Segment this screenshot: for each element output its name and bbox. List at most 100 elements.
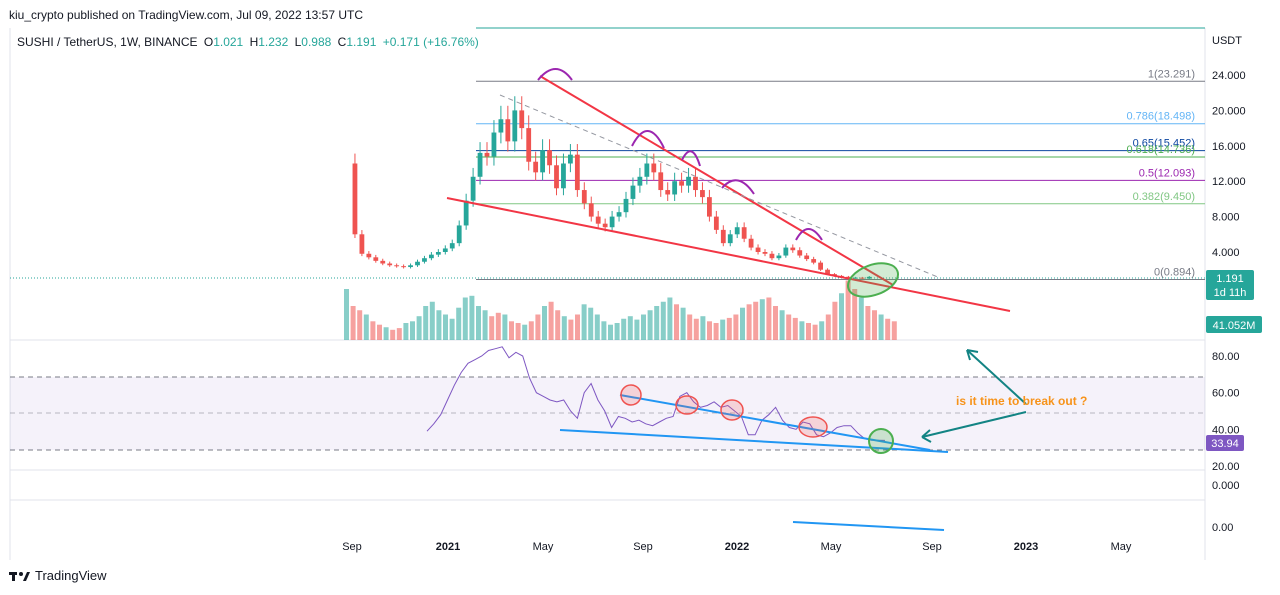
volume-bar xyxy=(344,289,349,340)
candle-body xyxy=(477,152,483,177)
legend-open-value: 1.021 xyxy=(213,35,244,49)
volume-bar xyxy=(713,323,719,340)
wedge-lower-trendline[interactable] xyxy=(446,197,1011,312)
price-tick-3: 12.000 xyxy=(1212,176,1246,188)
volume-bar xyxy=(674,304,679,340)
candle-body xyxy=(588,203,594,217)
candle-body xyxy=(616,212,622,217)
volume-bars xyxy=(344,280,897,340)
price-tick-1: 20.000 xyxy=(1212,105,1246,117)
tradingview-footer[interactable]: TradingView xyxy=(9,568,107,583)
arc-4 xyxy=(721,179,755,195)
rsi-lower-trendline[interactable] xyxy=(559,429,949,453)
candle-body xyxy=(408,265,413,268)
volume-bar xyxy=(396,328,402,340)
candle-body xyxy=(463,200,469,226)
candle-body xyxy=(498,119,504,133)
time-tick-8: May xyxy=(1111,541,1132,553)
legend-low-value: 0.988 xyxy=(301,35,332,49)
volume-bar xyxy=(383,327,389,340)
volume-bar xyxy=(707,321,712,340)
arc-1 xyxy=(537,68,573,81)
price-tick-4: 8.000 xyxy=(1212,212,1240,224)
candle-body xyxy=(707,197,712,217)
volume-bar xyxy=(515,323,521,340)
candle-body xyxy=(352,163,358,235)
volume-bar xyxy=(647,310,653,340)
arrow-up-line xyxy=(966,349,1027,405)
wedge-upper-trendline[interactable] xyxy=(539,75,894,286)
symbol-legend[interactable]: SUSHI / TetherUS, 1W, BINANCE O1.021 H1.… xyxy=(17,35,482,49)
candle-body xyxy=(741,227,747,239)
legend-high-key: H xyxy=(249,35,259,49)
candle-body xyxy=(637,176,643,186)
candle-body xyxy=(554,165,559,189)
price-tick-5: 4.000 xyxy=(1212,247,1240,259)
price-axis-unit: USDT xyxy=(1212,35,1242,47)
rsi-value-label: 33.94 xyxy=(1211,438,1239,450)
breakout-ellipse-price[interactable] xyxy=(843,257,902,303)
volume-bar xyxy=(660,301,666,340)
rsi-axis-ticks[interactable]: 80.00 60.00 40.00 20.00 xyxy=(1212,351,1240,473)
volume-label-bg xyxy=(1206,316,1262,333)
legend-low-key: L xyxy=(294,35,302,49)
arrow-left-head xyxy=(921,429,932,443)
volume-bar xyxy=(555,310,561,340)
candle-body xyxy=(825,269,830,275)
rsi-peak-circles[interactable] xyxy=(620,384,828,438)
last-price-label-bg xyxy=(1206,270,1254,300)
volume-bar xyxy=(476,306,481,340)
volume-bar xyxy=(885,318,891,340)
price-axis-ticks[interactable]: 24.000 20.000 16.000 12.000 8.000 4.000 xyxy=(1212,70,1246,259)
volume-bar xyxy=(403,323,409,340)
fib-label-0.786: 0.786(18.498) xyxy=(1127,111,1196,123)
time-axis-ticks[interactable]: Sep 2021 May Sep 2022 May Sep 2023 May xyxy=(342,541,1132,553)
candle-body xyxy=(672,181,678,195)
candle-body xyxy=(623,198,629,213)
volume-bar xyxy=(654,306,660,340)
lower-pane-trendline[interactable] xyxy=(792,521,945,531)
candle-body xyxy=(713,216,719,230)
price-tick-2: 16.000 xyxy=(1212,141,1246,153)
volume-bar xyxy=(753,301,759,340)
volume-bar xyxy=(456,307,462,340)
candle-body xyxy=(727,234,733,244)
candle-body xyxy=(769,253,775,259)
candle-body xyxy=(519,110,525,129)
candle-body xyxy=(435,252,441,255)
arc-3 xyxy=(681,150,701,167)
volume-bar xyxy=(482,310,488,340)
rsi-upper-trendline[interactable] xyxy=(619,394,931,451)
breakout-circle-rsi[interactable] xyxy=(868,428,894,454)
volume-bar xyxy=(839,293,844,340)
fib-label-0.382: 0.382(9.450) xyxy=(1133,191,1195,203)
legend-symbol: SUSHI / TetherUS, 1W, BINANCE xyxy=(17,35,198,49)
volume-bar xyxy=(740,307,745,340)
volume-bar xyxy=(614,323,620,340)
candle-body xyxy=(602,223,608,228)
candle-body xyxy=(748,238,754,248)
time-tick-0: Sep xyxy=(342,541,362,553)
volume-bar xyxy=(575,314,580,340)
fib-retracement[interactable]: 1(23.291) 0.786(18.498) 0.65(15.452)0.618(… xyxy=(476,68,1205,280)
candle-body xyxy=(484,152,490,157)
rsi-value-label-bg xyxy=(1206,435,1244,451)
dashed-resistance-line[interactable] xyxy=(499,94,941,279)
annotation-arrows[interactable] xyxy=(921,349,1027,443)
candle-body xyxy=(547,150,552,166)
annotation-question[interactable]: is it time to break out ? xyxy=(956,394,1087,408)
fib-label-0.65: 0.65(15.452) xyxy=(1133,138,1195,150)
candle-body xyxy=(491,132,497,157)
volume-bar xyxy=(608,324,613,340)
candle-body xyxy=(429,254,434,259)
volume-bar xyxy=(588,307,594,340)
volume-bar xyxy=(667,297,673,340)
rsi-tick-2: 40.00 xyxy=(1212,424,1240,436)
header-bar: kiu_crypto published on TradingView.com,… xyxy=(0,0,1280,30)
volume-bar xyxy=(542,306,547,340)
candle-body xyxy=(581,190,587,204)
candle-body xyxy=(373,257,379,261)
volume-bar xyxy=(469,295,475,340)
resistance-arcs[interactable] xyxy=(537,68,823,241)
